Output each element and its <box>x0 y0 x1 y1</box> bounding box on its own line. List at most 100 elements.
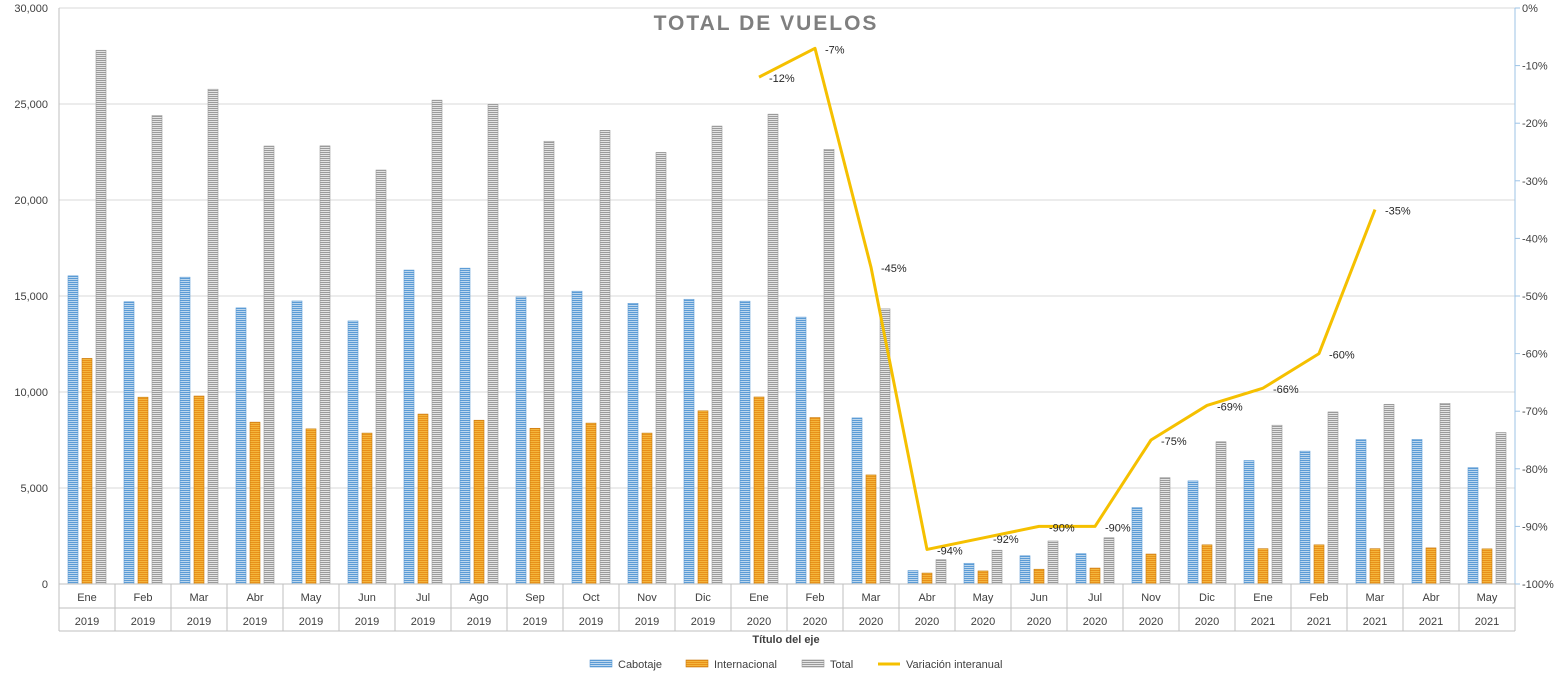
bar-total <box>991 549 1003 585</box>
legend-swatch-cabotaje <box>589 659 613 668</box>
bar-cabotaje <box>683 298 695 585</box>
bar-cabotaje <box>739 300 751 585</box>
legend: Cabotaje Internacional Total Variación inte… <box>589 659 1002 671</box>
data-label-variacion: -35% <box>1385 206 1411 218</box>
data-label-variacion: -90% <box>1049 522 1075 534</box>
bar-cabotaje <box>291 300 303 585</box>
bar-total <box>823 149 835 585</box>
y-tick-label: 0 <box>42 579 48 591</box>
bar-cabotaje <box>1355 439 1367 585</box>
y2-tick-label: -100% <box>1522 579 1554 591</box>
bar-internacional <box>137 396 149 585</box>
bar-total <box>543 140 555 585</box>
bar-cabotaje <box>235 307 247 585</box>
y-tick-label: 20,000 <box>14 195 48 207</box>
y2-tick-label: -90% <box>1522 521 1548 533</box>
bar-total <box>487 104 499 585</box>
x-tick-label: Dic <box>1199 592 1215 604</box>
bar-total <box>431 99 443 585</box>
bar-internacional <box>1089 567 1101 585</box>
bar-cabotaje <box>851 417 863 585</box>
x-year-label: 2019 <box>523 616 547 628</box>
data-label-variacion: -90% <box>1105 522 1131 534</box>
bar-internacional <box>1145 553 1157 585</box>
bar-total <box>1103 537 1115 585</box>
y-tick-label: 5,000 <box>20 483 48 495</box>
data-label-variacion: -7% <box>825 44 845 56</box>
x-tick-label: Mar <box>1366 592 1385 604</box>
bar-total <box>1439 403 1451 585</box>
bar-internacional <box>753 396 765 585</box>
x-year-label: 2019 <box>187 616 211 628</box>
legend-label: Variación interanual <box>906 659 1002 671</box>
x-tick-label: Jul <box>416 592 430 604</box>
x-year-label: 2019 <box>411 616 435 628</box>
legend-swatch-total <box>801 659 825 668</box>
x-year-label: 2020 <box>915 616 939 628</box>
x-year-label: 2021 <box>1419 616 1443 628</box>
bar-total <box>1215 441 1227 585</box>
data-label-variacion: -94% <box>937 545 963 557</box>
bar-internacional <box>81 358 93 585</box>
line-variacion-interanual <box>758 46 1377 551</box>
y-tick-label: 10,000 <box>14 387 48 399</box>
x-tick-label: Ene <box>1253 592 1273 604</box>
y2-tick-label: -60% <box>1522 349 1548 361</box>
y2-tick-label: 0% <box>1522 3 1538 15</box>
x-tick-label: Abr <box>246 592 263 604</box>
y2-tick-label: -20% <box>1522 118 1548 130</box>
x-year-label: 2021 <box>1363 616 1387 628</box>
x-tick-label: Ene <box>749 592 769 604</box>
x-tick-label: Jun <box>358 592 376 604</box>
bar-cabotaje <box>627 302 639 585</box>
bar-internacional <box>1369 548 1381 585</box>
x-year-label: 2019 <box>691 616 715 628</box>
x-tick-label: Feb <box>134 592 153 604</box>
bar-total <box>935 559 947 585</box>
bar-cabotaje <box>123 301 135 585</box>
x-year-label: 2020 <box>971 616 995 628</box>
data-label-variacion: -75% <box>1161 436 1187 448</box>
y-tick-label: 25,000 <box>14 99 48 111</box>
x-tick-label: Sep <box>525 592 545 604</box>
x-year-label: 2020 <box>1139 616 1163 628</box>
bar-internacional <box>249 421 261 585</box>
bar-total <box>319 145 331 585</box>
line-layer: -12% -7% -45% -94% -92% -90% -90% -75% -69% -66% -… <box>758 44 1411 557</box>
x-axis-title: Título del eje <box>752 634 819 646</box>
data-label-variacion: -69% <box>1217 401 1243 413</box>
x-tick-label: Dic <box>695 592 711 604</box>
y-tick-label: 15,000 <box>14 291 48 303</box>
bar-cabotaje <box>1411 439 1423 585</box>
bar-total <box>207 88 219 585</box>
x-year-label: 2019 <box>299 616 323 628</box>
x-tick-label: Nov <box>1141 592 1161 604</box>
bar-internacional <box>1201 544 1213 585</box>
legend-label: Total <box>830 659 853 671</box>
x-year-label: 2019 <box>579 616 603 628</box>
x-tick-label: Abr <box>918 592 935 604</box>
bar-internacional <box>865 474 877 585</box>
bar-total <box>375 169 387 585</box>
bar-cabotaje <box>571 290 583 585</box>
bar-cabotaje <box>907 570 919 585</box>
bar-total <box>1383 403 1395 585</box>
bar-cabotaje <box>1019 555 1031 585</box>
data-label-variacion: -92% <box>993 534 1019 546</box>
legend-swatch-internacional <box>685 659 709 668</box>
bar-total <box>655 152 667 585</box>
bar-cabotaje <box>403 269 415 585</box>
x-tick-label: May <box>1477 592 1498 604</box>
data-label-variacion: -12% <box>769 73 795 85</box>
y2-tick-label: -10% <box>1522 61 1548 73</box>
bar-cabotaje <box>67 275 79 585</box>
x-year-label: 2019 <box>355 616 379 628</box>
bar-total <box>1047 540 1059 585</box>
bar-internacional <box>809 417 821 585</box>
bar-internacional <box>1481 548 1493 585</box>
bar-internacional <box>305 428 317 585</box>
y2-tick-label: -30% <box>1522 176 1548 188</box>
y2-tick-label: -50% <box>1522 291 1548 303</box>
bar-total <box>1327 411 1339 585</box>
x-year-label: 2019 <box>131 616 155 628</box>
